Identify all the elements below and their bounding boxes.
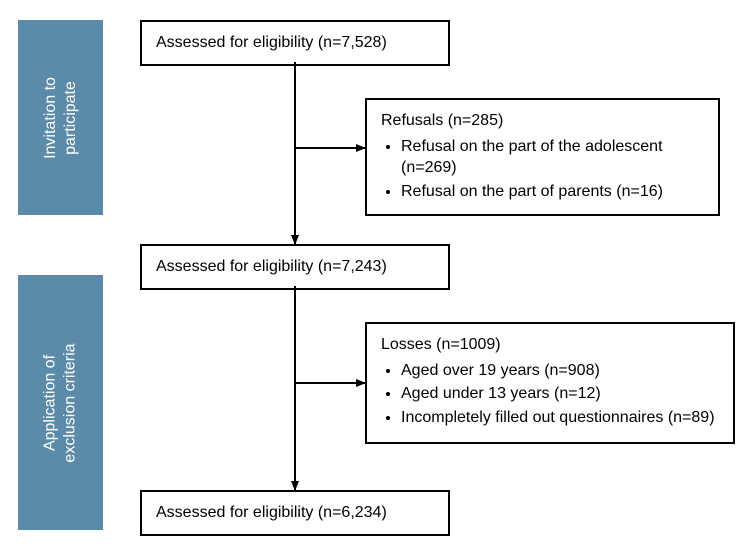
box-assessed-eligibility-1: Assessed for eligibility (n=7,528) [140, 20, 450, 66]
stage-label-exclusion: Application ofexclusion criteria [18, 275, 103, 530]
list-item: Aged under 13 years (n=12) [401, 383, 719, 405]
stage-label-invitation: Invitation toparticipate [18, 20, 103, 215]
box-refusals-list: Refusal on the part of the adolescent (n… [401, 136, 704, 203]
box-title: Refusals (n=285) [381, 110, 704, 132]
box-assessed-eligibility-2: Assessed for eligibility (n=7,243) [140, 244, 450, 290]
list-item: Aged over 19 years (n=908) [401, 360, 719, 382]
box-title: Assessed for eligibility (n=6,234) [156, 502, 434, 524]
list-item: Incompletely filled out questionnaires (… [401, 407, 719, 429]
box-losses: Losses (n=1009) Aged over 19 years (n=90… [365, 322, 735, 444]
box-assessed-eligibility-3: Assessed for eligibility (n=6,234) [140, 490, 450, 536]
box-title: Assessed for eligibility (n=7,528) [156, 32, 434, 54]
box-losses-list: Aged over 19 years (n=908) Aged under 13… [401, 360, 719, 429]
list-item: Refusal on the part of the adolescent (n… [401, 136, 704, 179]
box-refusals: Refusals (n=285) Refusal on the part of … [365, 98, 720, 216]
box-title: Losses (n=1009) [381, 334, 719, 356]
list-item: Refusal on the part of parents (n=16) [401, 181, 704, 203]
box-title: Assessed for eligibility (n=7,243) [156, 256, 434, 278]
